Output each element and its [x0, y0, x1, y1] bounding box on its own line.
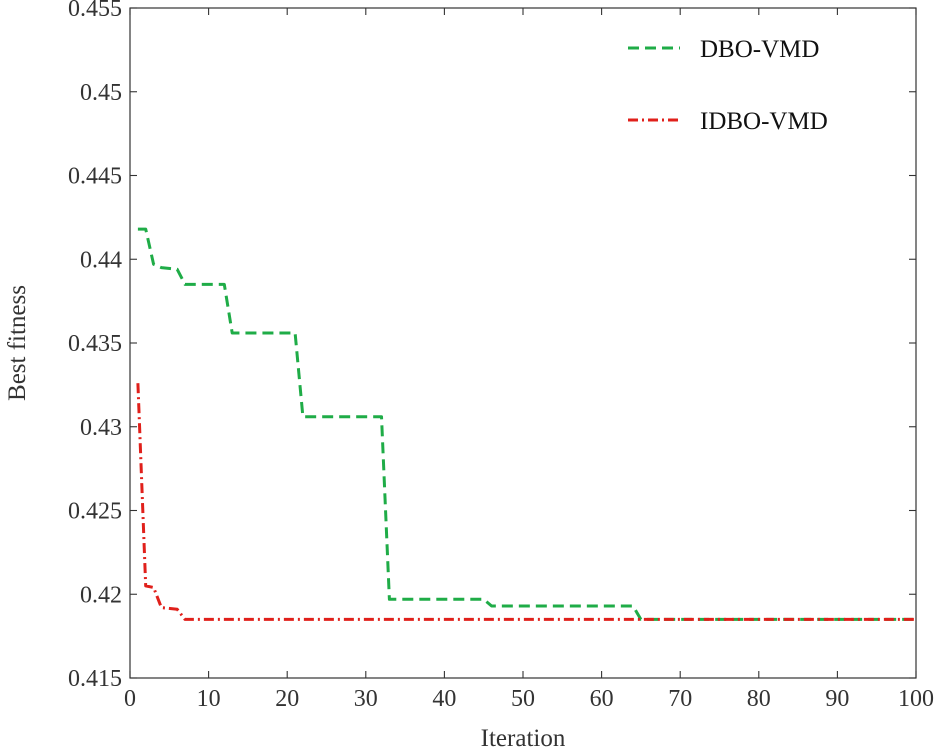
y-tick-label: 0.435: [68, 331, 122, 357]
x-tick-label: 100: [898, 686, 934, 712]
series-line-idbo-vmd: [136, 383, 916, 621]
x-tick-label: 70: [668, 686, 692, 712]
x-tick-label: 50: [511, 686, 535, 712]
axis-ticks: [129, 7, 917, 679]
legend-label: DBO-VMD: [700, 36, 819, 63]
legend: DBO-VMD IDBO-VMD: [628, 36, 828, 135]
x-tick-label: 60: [590, 686, 614, 712]
y-tick-label: 0.44: [80, 247, 122, 273]
x-tick-label: 20: [275, 686, 299, 712]
legend-label: IDBO-VMD: [700, 108, 828, 135]
x-tick-label: 30: [354, 686, 378, 712]
y-tick-label: 0.445: [68, 164, 122, 190]
x-axis-title: Iteration: [481, 725, 566, 750]
y-tick-label: 0.455: [68, 0, 122, 22]
x-tick-label: 0: [124, 686, 136, 712]
y-tick-label: 0.425: [68, 499, 122, 525]
y-tick-label: 0.43: [80, 415, 122, 441]
x-tick-label: 10: [197, 686, 221, 712]
y-tick-label: 0.45: [80, 80, 122, 106]
x-tick-label: 80: [747, 686, 771, 712]
series-lines: [136, 227, 916, 621]
y-axis-title: Best fitness: [4, 285, 31, 401]
tick-labels: 0 10 20 30 40 50 60 70 80 90 100 0.415 0.42 0.425 0.43…: [68, 0, 934, 712]
y-tick-label: 0.415: [68, 666, 122, 692]
x-tick-label: 40: [432, 686, 456, 712]
plot-area: [129, 7, 917, 679]
series-line-dbo-vmd: [137, 227, 916, 621]
y-tick-label: 0.42: [80, 582, 122, 608]
x-tick-label: 90: [825, 686, 849, 712]
